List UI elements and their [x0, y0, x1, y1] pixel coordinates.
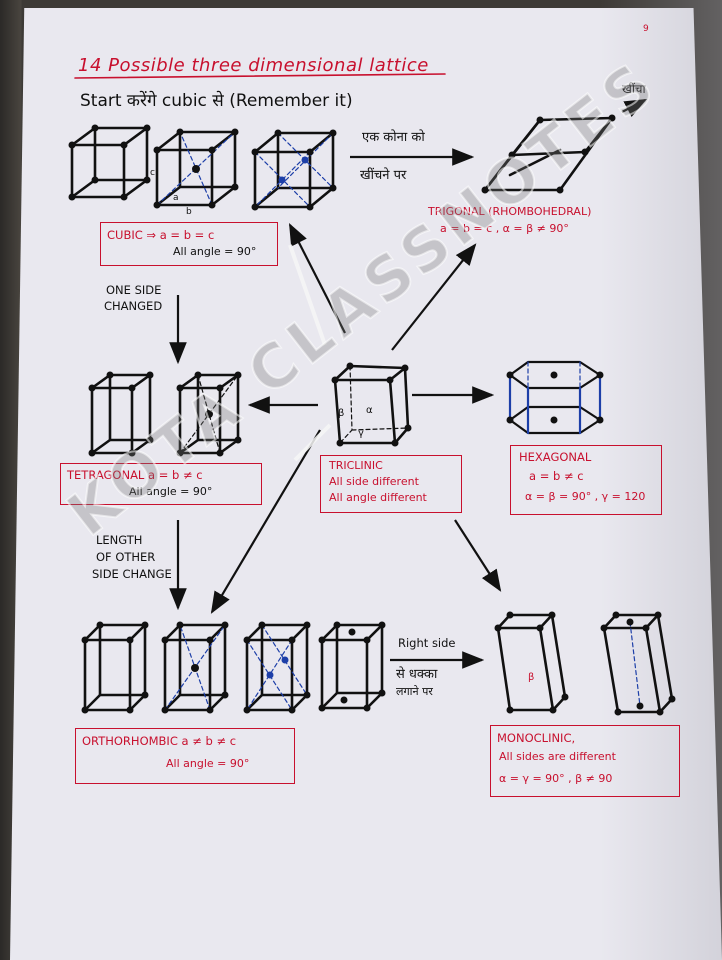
tetragonal-angle: All angle = 90° [129, 485, 213, 498]
page-title: 14 Possible three dimensional lattice [78, 55, 429, 76]
one-side-note-line2: CHANGED [104, 299, 163, 313]
edge-label-a: a [173, 193, 179, 203]
face-centred-cubic-lattice [253, 131, 335, 209]
orthorhombic-name: ORTHORHOMBIC a ≠ b ≠ c [82, 734, 237, 748]
edge-label-b: b [186, 207, 192, 217]
push-note-line3: लगाने पर [396, 685, 433, 698]
trigonal-relation: a = b = c , α = β ≠ 90° [440, 222, 569, 235]
monoclinic-sides: All sides are different [499, 750, 616, 763]
triclinic-beta: β [338, 408, 345, 419]
simple-monoclinic-lattice [496, 613, 567, 712]
orthorhombic-angle: All angle = 90° [166, 757, 250, 770]
end-centred-orthorhombic-lattice [320, 623, 384, 710]
arrow-triclinic-to-cubic [289, 223, 346, 334]
triclinic-box: TRICLINIC All side different All angle d… [320, 455, 462, 513]
title-underline [74, 73, 446, 79]
monoclinic-name: MONOCLINIC, [497, 731, 576, 745]
cubic-angle: All angle = 90° [173, 245, 257, 258]
simple-tetragonal-lattice [90, 373, 152, 455]
notebook-page [10, 8, 722, 960]
arrow-triclinic-to-monoclinic [454, 519, 502, 592]
triclinic-alpha: α [366, 405, 373, 416]
other-side-note-line1: LENGTH [96, 533, 143, 547]
pull-note: खींचा [622, 82, 646, 96]
arrow-triclinic-to-orthorhombic [210, 429, 321, 614]
simple-orthorhombic-lattice [83, 623, 147, 712]
page-subtitle: Start करेंगे cubic से (Remember it) [80, 91, 353, 111]
hexagonal-box: HEXAGONAL a = b ≠ c α = β = 90° , γ = 12… [510, 445, 662, 515]
triclinic-gamma: γ [358, 428, 364, 439]
page-number: 9 [643, 24, 649, 34]
triclinic-sides: All side different [329, 475, 419, 488]
monoclinic-box: MONOCLINIC, All sides are different α = … [490, 725, 680, 797]
triclinic-name: TRICLINIC [329, 459, 383, 472]
hexagonal-relation: a = b ≠ c [529, 469, 584, 483]
cubic-box: CUBIC ⇒ a = b = c All angle = 90° [100, 222, 278, 266]
hexagonal-angles: α = β = 90° , γ = 120 [525, 490, 646, 503]
monoclinic-angles: α = γ = 90° , β ≠ 90 [499, 772, 613, 785]
simple-cubic-lattice [70, 126, 149, 199]
face-centred-orthorhombic-lattice [245, 623, 309, 712]
edge-label-c: c [150, 168, 155, 178]
tetragonal-box: TETRAGONAL a = b ≠ c All angle = 90° [60, 463, 262, 505]
lattice-points [68, 114, 676, 716]
trigonal-name: TRIGONAL (RHOMBOHEDRAL) [428, 205, 592, 218]
other-side-note-line3: SIDE CHANGE [92, 567, 172, 581]
arrow-pull [621, 98, 647, 117]
tetragonal-name: TETRAGONAL a = b ≠ c [67, 468, 203, 482]
hexagonal-name: HEXAGONAL [519, 450, 592, 464]
triclinic-angles: All angle different [329, 491, 427, 504]
push-note-line2: से धक्का [396, 667, 438, 682]
stretch-note-line2: खींचने पर [360, 168, 407, 183]
cubic-name: CUBIC ⇒ a = b = c [107, 228, 215, 242]
orthorhombic-box: ORTHORHOMBIC a ≠ b ≠ c All angle = 90° [75, 728, 295, 784]
arrow-triclinic-to-trigonal [391, 243, 477, 351]
push-note-line1: Right side [398, 636, 456, 650]
body-centred-cubic-lattice [155, 130, 237, 207]
monoclinic-beta: β [528, 672, 535, 683]
end-centred-monoclinic-lattice [602, 613, 674, 714]
other-side-note-line2: OF OTHER [96, 550, 156, 564]
stretch-note-line1: एक कोना को [362, 130, 425, 145]
one-side-note-line1: ONE SIDE [106, 283, 162, 297]
